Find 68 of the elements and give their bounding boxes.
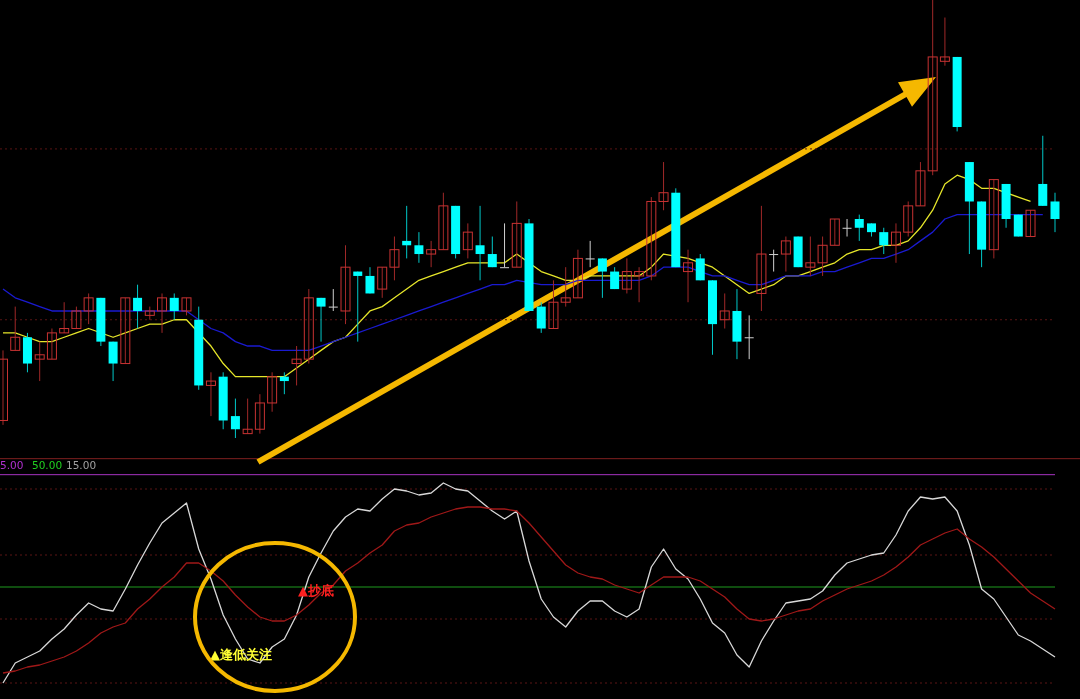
candlestick (1025, 209, 1036, 238)
candlestick (365, 266, 375, 294)
candlestick (585, 240, 595, 268)
candlestick (1038, 135, 1048, 207)
candlestick (487, 236, 497, 268)
candlestick (658, 161, 669, 211)
candlestick (988, 179, 999, 259)
candlestick (230, 398, 240, 439)
candlestick (939, 17, 950, 67)
candlestick (59, 301, 70, 334)
candlestick (548, 279, 559, 329)
candlestick (291, 345, 302, 386)
candlestick (927, 0, 938, 176)
candlestick (279, 371, 289, 395)
candlestick (157, 292, 168, 334)
candlestick (133, 284, 143, 329)
candlestick (34, 341, 45, 382)
candlestick (744, 314, 754, 360)
candlestick (536, 301, 546, 334)
candlestick (377, 266, 388, 299)
text: 5.00 (0, 459, 24, 471)
candlestick (10, 306, 21, 351)
candlestick (634, 266, 645, 303)
candlestick (621, 257, 632, 294)
candlestick (414, 231, 424, 264)
candlestick (267, 371, 278, 413)
candlestick (426, 240, 437, 268)
text: 15.00 (66, 459, 97, 471)
candlestick (511, 200, 522, 268)
candlestick (817, 236, 828, 277)
candlestick (205, 371, 216, 417)
candlestick (328, 288, 338, 312)
candlestick (572, 249, 583, 299)
candlestick (903, 200, 914, 238)
candlestick (353, 271, 363, 343)
candlestick (340, 244, 351, 325)
candlestick (108, 341, 118, 382)
candlestick (915, 161, 926, 207)
candlestick (169, 292, 179, 321)
candlestick (854, 214, 864, 242)
candlestick (303, 288, 314, 365)
candlestick (597, 257, 607, 299)
candlestick (805, 236, 816, 277)
candlestick (389, 236, 400, 281)
candlestick (695, 253, 705, 281)
candlestick (242, 398, 253, 435)
candlestick (46, 328, 57, 360)
candlestick (829, 218, 840, 246)
candlestick (1050, 192, 1060, 233)
candlestick (683, 249, 694, 303)
candlestick (769, 249, 779, 273)
candlestick (316, 297, 326, 343)
candlestick (719, 292, 730, 329)
text: 50.00 (32, 459, 63, 471)
candlestick (402, 205, 412, 259)
candlestick (560, 266, 571, 308)
candlestick (462, 222, 473, 259)
candlestick (438, 192, 449, 251)
candlestick (780, 236, 791, 273)
candlestick (475, 205, 485, 281)
candlestick (120, 297, 131, 365)
candlestick (646, 196, 657, 281)
candlestick (879, 227, 889, 255)
candlestick (890, 222, 901, 264)
candlestick (756, 205, 767, 312)
candlestick (842, 218, 852, 238)
candlestick (500, 222, 510, 269)
candlestick (254, 393, 265, 435)
